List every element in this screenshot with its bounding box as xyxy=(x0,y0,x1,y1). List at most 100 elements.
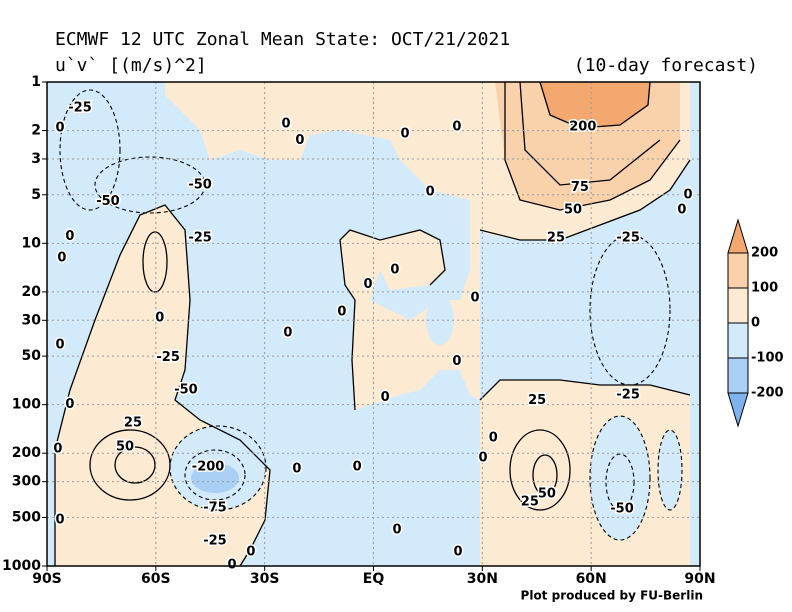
colorbar-segment xyxy=(727,322,749,359)
field-region xyxy=(165,82,480,410)
field-region xyxy=(191,463,239,493)
contour-label: 25 xyxy=(547,231,565,246)
colorbar-label: 100 xyxy=(751,281,778,296)
contour-label: -25 xyxy=(616,231,640,246)
contour-label: 50 xyxy=(116,440,134,455)
contour-line xyxy=(54,204,271,566)
contour-line xyxy=(657,429,683,511)
colorbar-segment xyxy=(727,357,749,394)
contour-label: 25 xyxy=(521,494,539,509)
contour-label: -25 xyxy=(68,101,92,116)
chart-subtitle: u`v` [(m/s)^2] xyxy=(55,55,207,76)
x-tick-label: 60S xyxy=(141,571,171,587)
contour-line xyxy=(114,446,156,484)
contour-label: -50 xyxy=(174,382,198,397)
y-tick-label: 3 xyxy=(31,151,41,167)
contour-label: -25 xyxy=(188,231,212,246)
contour-label: 0 xyxy=(283,326,292,341)
contour-label: 0 xyxy=(295,133,304,148)
contour-line xyxy=(509,429,571,511)
contour-label: 0 xyxy=(677,202,686,217)
contour-label: -50 xyxy=(610,501,634,516)
colorbar-segment xyxy=(727,392,749,428)
contour-line xyxy=(89,429,171,501)
contour-label: 0 xyxy=(282,116,291,131)
y-tick-label: 1 xyxy=(31,74,41,90)
contour-label: 50 xyxy=(538,487,556,502)
x-tick-label: 90N xyxy=(684,571,715,587)
contour-line xyxy=(532,454,558,496)
field-region xyxy=(142,231,168,293)
y-tick-label: 10 xyxy=(22,235,42,251)
contour-label: 0 xyxy=(426,184,435,199)
colorbar-label: 0 xyxy=(751,316,760,331)
contour-label: 0 xyxy=(65,397,74,412)
y-tick-label: 2 xyxy=(31,123,41,139)
contour-label: 0 xyxy=(393,522,402,537)
contour-label: 0 xyxy=(381,390,390,405)
y-tick-label: 1000 xyxy=(2,558,41,574)
contour-line xyxy=(589,234,671,386)
contour-label: 25 xyxy=(124,416,142,431)
field-region xyxy=(540,82,650,128)
contour-label: 0 xyxy=(337,305,346,320)
contour-line xyxy=(504,82,681,211)
contour-label: 0 xyxy=(65,229,74,244)
contour-label: -50 xyxy=(96,194,120,209)
contour-label: 0 xyxy=(56,338,65,353)
contour-label: 0 xyxy=(390,262,399,277)
contour-label: 0 xyxy=(471,290,480,305)
field-region xyxy=(426,295,454,345)
contour-label: 0 xyxy=(57,250,66,265)
x-tick-label: 90S xyxy=(32,571,62,587)
contour-label: 0 xyxy=(56,121,65,136)
contour-label: 0 xyxy=(479,450,488,465)
field-region xyxy=(590,416,650,540)
y-tick-label: 500 xyxy=(12,509,41,525)
x-tick-label: 30S xyxy=(250,571,280,587)
contour-label: 0 xyxy=(401,126,410,141)
colorbar-label: 200 xyxy=(751,246,778,261)
contour-label: 200 xyxy=(569,119,596,134)
x-tick-label: EQ xyxy=(363,571,385,587)
colorbar-label: -200 xyxy=(751,386,784,401)
y-tick-label: 30 xyxy=(22,312,42,328)
contour-label: -200 xyxy=(192,459,225,474)
contour-label: -25 xyxy=(156,350,180,365)
contour-line xyxy=(589,415,651,541)
y-tick-label: 20 xyxy=(22,284,42,300)
contour-label: 25 xyxy=(528,393,546,408)
contour-label: 0 xyxy=(155,310,164,325)
contour-label: -50 xyxy=(188,178,212,193)
chart-title: ECMWF 12 UTC Zonal Mean State: OCT/21/20… xyxy=(55,29,510,50)
contour-label: 0 xyxy=(246,545,255,560)
y-tick-label: 100 xyxy=(12,397,41,413)
contour-label: 0 xyxy=(452,354,461,369)
colorbar-segment xyxy=(727,287,749,324)
forecast-note: (10-day forecast) xyxy=(574,55,758,76)
colorbar-segment xyxy=(727,252,749,289)
contour-label: 0 xyxy=(684,187,693,202)
colorbar-segment xyxy=(727,218,749,254)
contour-line xyxy=(169,425,267,511)
field-region xyxy=(658,430,682,510)
contour-label: 0 xyxy=(454,545,463,560)
contour-label: 75 xyxy=(571,180,589,195)
y-tick-label: 5 xyxy=(31,187,41,203)
contour-label: -25 xyxy=(203,534,227,549)
colorbar-label: -100 xyxy=(751,351,784,366)
contour-label: 0 xyxy=(227,558,236,573)
contour-label: 0 xyxy=(353,459,362,474)
contour-line xyxy=(184,449,246,501)
y-tick-label: 300 xyxy=(12,474,41,490)
contour-line xyxy=(94,156,206,214)
y-tick-label: 50 xyxy=(22,348,42,364)
contour-label: -25 xyxy=(616,387,640,402)
x-tick-label: 60N xyxy=(576,571,607,587)
contour-label: 0 xyxy=(53,441,62,456)
contour-label: 0 xyxy=(489,431,498,446)
y-tick-label: 200 xyxy=(12,445,41,461)
contour-line xyxy=(59,89,121,211)
contour-label: 50 xyxy=(564,202,582,217)
